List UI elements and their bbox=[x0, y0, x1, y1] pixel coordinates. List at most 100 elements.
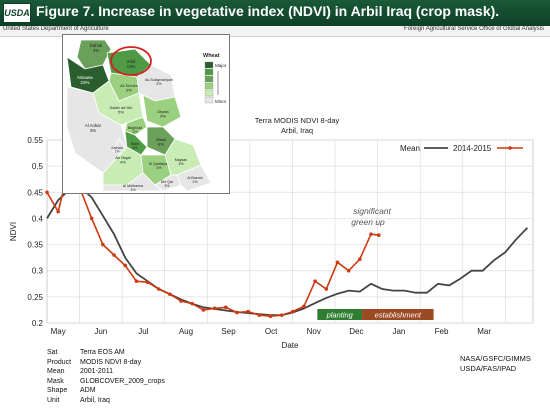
data-point bbox=[179, 299, 183, 303]
planting-bar bbox=[317, 309, 363, 320]
credit-line-2: USDA/FAS/IPAD bbox=[460, 363, 517, 373]
data-point bbox=[235, 310, 239, 315]
data-point bbox=[358, 257, 362, 262]
province-name: Maysan bbox=[175, 158, 188, 162]
metadata-key: Product bbox=[47, 358, 72, 366]
data-point bbox=[156, 287, 161, 291]
province-share: 1% bbox=[130, 188, 136, 192]
metadata-value: MODIS NDVI 8-day bbox=[80, 358, 142, 366]
data-point bbox=[45, 190, 49, 195]
metadata-row: Sat Terra EOS AM bbox=[47, 348, 165, 358]
province-name: Diyala bbox=[157, 109, 169, 114]
establishment-bar bbox=[362, 309, 434, 320]
metadata-row: Product MODIS NDVI 8-day bbox=[47, 358, 165, 368]
agency-left: United States Department of Agriculture bbox=[3, 26, 109, 32]
x-axis-label: Date bbox=[282, 341, 299, 350]
map-legend-swatch bbox=[204, 61, 214, 69]
province-shape bbox=[142, 94, 182, 128]
province-share: 1% bbox=[192, 180, 198, 184]
data-point bbox=[346, 268, 351, 273]
credit-block: NASA/GSFC/GIMMS USDA/FAS/IPAD bbox=[460, 354, 531, 373]
x-tick-label: Jan bbox=[392, 327, 405, 336]
map-legend-swatch bbox=[204, 82, 214, 90]
data-point bbox=[257, 313, 262, 317]
legend-marker-2014-2015 bbox=[508, 146, 512, 150]
x-tick-label: Mar bbox=[477, 327, 491, 336]
data-point bbox=[145, 280, 150, 285]
data-point bbox=[268, 314, 273, 319]
data-point bbox=[56, 209, 60, 214]
y-tick-label: 0.45 bbox=[27, 188, 43, 197]
map-legend-minor: Minor bbox=[215, 99, 227, 104]
province-name: Babil bbox=[131, 142, 139, 146]
chart-title-line1: Terra MODIS NDVI 8-day bbox=[254, 116, 340, 125]
map-legend-swatch bbox=[204, 96, 214, 104]
metadata-row: Unit Arbil, Iraq bbox=[47, 396, 165, 406]
metadata-value: GLOBCOVER_2009_crops bbox=[80, 377, 165, 385]
map-legend-swatch bbox=[204, 89, 214, 97]
province-name: Baghdad bbox=[128, 126, 142, 130]
chart-title: Terra MODIS NDVI 8-day Arbil, Iraq bbox=[222, 116, 372, 136]
x-tick-label: Sep bbox=[221, 327, 236, 336]
province-shape bbox=[124, 116, 148, 136]
province-shape bbox=[102, 172, 165, 192]
y-tick-label: 0.3 bbox=[32, 267, 44, 276]
data-point bbox=[134, 279, 139, 283]
province-share: 9% bbox=[160, 114, 166, 119]
metadata-key: Mean bbox=[47, 368, 65, 375]
province-name: Al Basrah bbox=[187, 176, 203, 180]
legend-label-2014-2015: 2014-2015 bbox=[453, 144, 492, 153]
province-share: 13% bbox=[127, 64, 136, 69]
province-share: 3% bbox=[178, 162, 184, 166]
metadata-row: Mean 2001-2011 bbox=[47, 367, 165, 377]
metadata-key: Mask bbox=[47, 377, 64, 385]
province-share: 4% bbox=[132, 146, 138, 150]
map-canvas: Dahuk4%Ninawa23%Arbil13%At-Ta'mim9%As-Su… bbox=[66, 39, 227, 192]
province-name: An Najaf bbox=[115, 155, 131, 160]
province-name: Dhi Qar bbox=[161, 180, 174, 184]
metadata-key: Unit bbox=[47, 396, 60, 404]
data-point bbox=[290, 309, 295, 314]
metadata-row: Shape ADM bbox=[47, 386, 165, 396]
x-tick-label: May bbox=[51, 327, 66, 336]
figure-title: Figure 7. Increase in vegetative index (… bbox=[36, 3, 500, 19]
x-tick-label: Aug bbox=[179, 327, 193, 336]
province-share: 2% bbox=[156, 82, 162, 86]
province-share: 8% bbox=[158, 142, 164, 147]
map-legend-swatch bbox=[204, 75, 214, 83]
data-point bbox=[369, 232, 373, 236]
x-tick-label: Dec bbox=[349, 327, 363, 336]
province-name: Arbil bbox=[127, 59, 136, 64]
y-tick-label: 0.35 bbox=[27, 241, 43, 250]
metadata-key: Sat bbox=[47, 349, 58, 356]
map-legend: Wheat Major Minor bbox=[203, 53, 227, 104]
data-point bbox=[302, 304, 306, 309]
province-share: 5% bbox=[118, 110, 124, 115]
data-point bbox=[89, 216, 94, 221]
y-axis-label: NDVI bbox=[9, 222, 18, 241]
legend: Mean 2014-2015 bbox=[400, 144, 523, 153]
credit-line-1: NASA/GSFC/GIMMS bbox=[460, 354, 531, 363]
data-point bbox=[212, 306, 217, 311]
province-name: Karbala bbox=[112, 146, 123, 150]
province-share: 4% bbox=[93, 48, 99, 53]
y-tick-label: 0.5 bbox=[32, 162, 44, 171]
data-point bbox=[190, 301, 195, 306]
chart-title-line2: Arbil, Iraq bbox=[280, 126, 314, 135]
metadata-value: 2001-2011 bbox=[80, 368, 113, 375]
agency-right: Foreign Agricultural Service Office of G… bbox=[404, 26, 544, 32]
y-tick-label: 0.55 bbox=[27, 136, 43, 145]
data-point bbox=[279, 313, 284, 317]
data-point bbox=[201, 308, 206, 312]
data-point bbox=[335, 260, 340, 265]
x-tick-label: Oct bbox=[265, 327, 278, 336]
province-name: Al Anbar bbox=[85, 123, 102, 128]
x-tick-label: Feb bbox=[435, 327, 449, 336]
province-share: 3% bbox=[90, 128, 96, 133]
map-legend-title: Wheat bbox=[203, 53, 220, 59]
y-tick-label: 0.25 bbox=[27, 293, 43, 302]
province-share: 4% bbox=[120, 160, 126, 165]
province-name: Salah ad Din bbox=[110, 105, 133, 110]
iraq-wheat-map: Dahuk 4% Ninawa 23% Arbil 13% At-Ta'mim 9% As-Su… bbox=[62, 34, 230, 194]
data-point bbox=[223, 305, 228, 310]
